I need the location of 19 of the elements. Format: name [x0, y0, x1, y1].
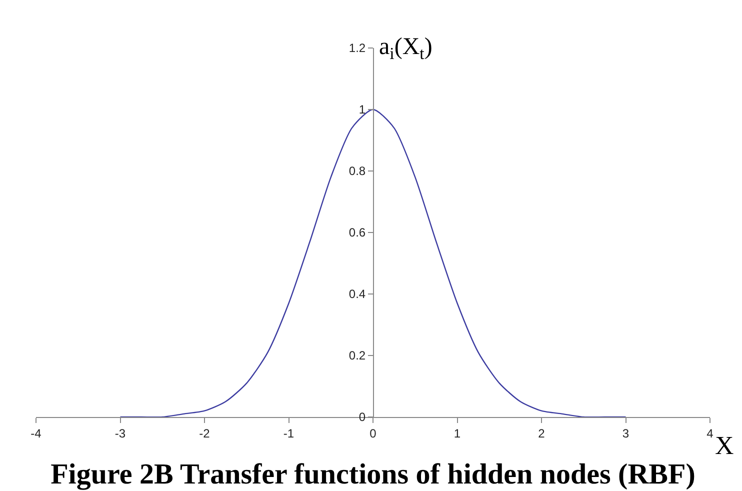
x-tick-label: 3	[622, 426, 630, 440]
y-tick-label: 0.8	[348, 164, 366, 178]
y-tick-label: 0	[358, 410, 366, 424]
x-tick-label: -3	[114, 426, 126, 440]
x-tick-label: 4	[706, 426, 714, 440]
x-tick-label: 2	[538, 426, 546, 440]
x-tick-label: -1	[283, 426, 294, 440]
x-tick-label: 1	[454, 426, 461, 440]
y-tick-label: 1	[358, 102, 366, 117]
x-tick-label: -2	[199, 426, 210, 440]
y-tick-label: 0.4	[348, 287, 366, 302]
x-tick-label: 0	[370, 426, 377, 440]
y-tick-label: 0.6	[348, 226, 366, 240]
y-tick-label: 1.2	[348, 41, 366, 56]
text: Figure 2B Transfer functions of hidden nodes (RBF)	[50, 458, 696, 491]
y-axis-title: a$_{i}$(X$_{t}$)	[379, 34, 432, 64]
x-axis-title: X	[715, 431, 734, 460]
x-tick-label: -4	[30, 426, 42, 440]
y-tick-label: 0.2	[348, 348, 366, 363]
